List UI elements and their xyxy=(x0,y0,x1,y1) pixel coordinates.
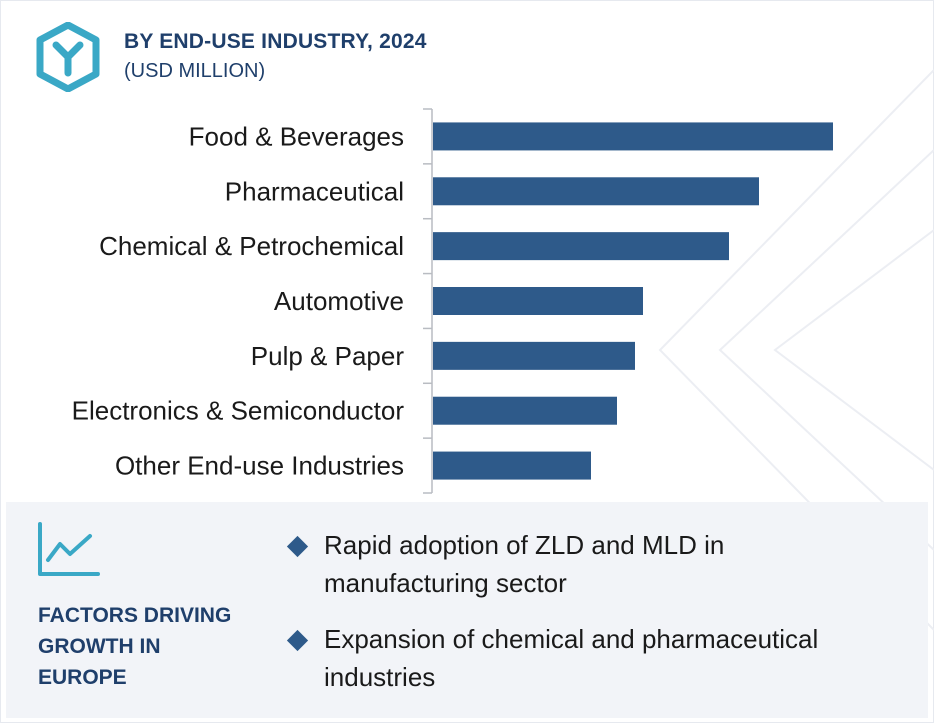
factor-item-text: Expansion of chemical and pharmaceutical… xyxy=(324,624,819,692)
bar-chart: Food & Beverages Pharmaceutical Chemical &… xyxy=(72,108,833,494)
category-label: Pulp & Paper xyxy=(251,341,405,371)
bar xyxy=(433,122,833,151)
y-hexagon-icon xyxy=(36,22,100,92)
factors-panel: FACTORS DRIVING GROWTH IN EUROPE Rapid a… xyxy=(6,502,928,718)
bar xyxy=(433,341,635,370)
category-label: Food & Beverages xyxy=(189,121,404,151)
bar xyxy=(433,287,643,315)
trend-chart-icon xyxy=(38,522,100,576)
category-label: Pharmaceutical xyxy=(225,176,404,206)
category-label: Chemical & Petrochemical xyxy=(99,231,404,261)
category-label: Automotive xyxy=(274,286,404,316)
diamond-bullet-icon xyxy=(286,629,309,652)
bar xyxy=(433,232,729,261)
bar xyxy=(433,177,759,206)
factors-heading: FACTORS DRIVING GROWTH IN EUROPE xyxy=(38,604,232,689)
chart-title: BY END-USE INDUSTRY, 2024 xyxy=(124,30,427,53)
bar xyxy=(433,451,591,480)
category-label: Other End-use Industries xyxy=(115,451,404,481)
diamond-bullet-icon xyxy=(286,535,309,558)
factor-item-text: Rapid adoption of ZLD and MLD in manufac… xyxy=(324,530,725,598)
bar xyxy=(433,396,617,425)
chart-subtitle: (USD MILLION) xyxy=(124,60,266,82)
category-label: Electronics & Semiconductor xyxy=(72,396,405,426)
